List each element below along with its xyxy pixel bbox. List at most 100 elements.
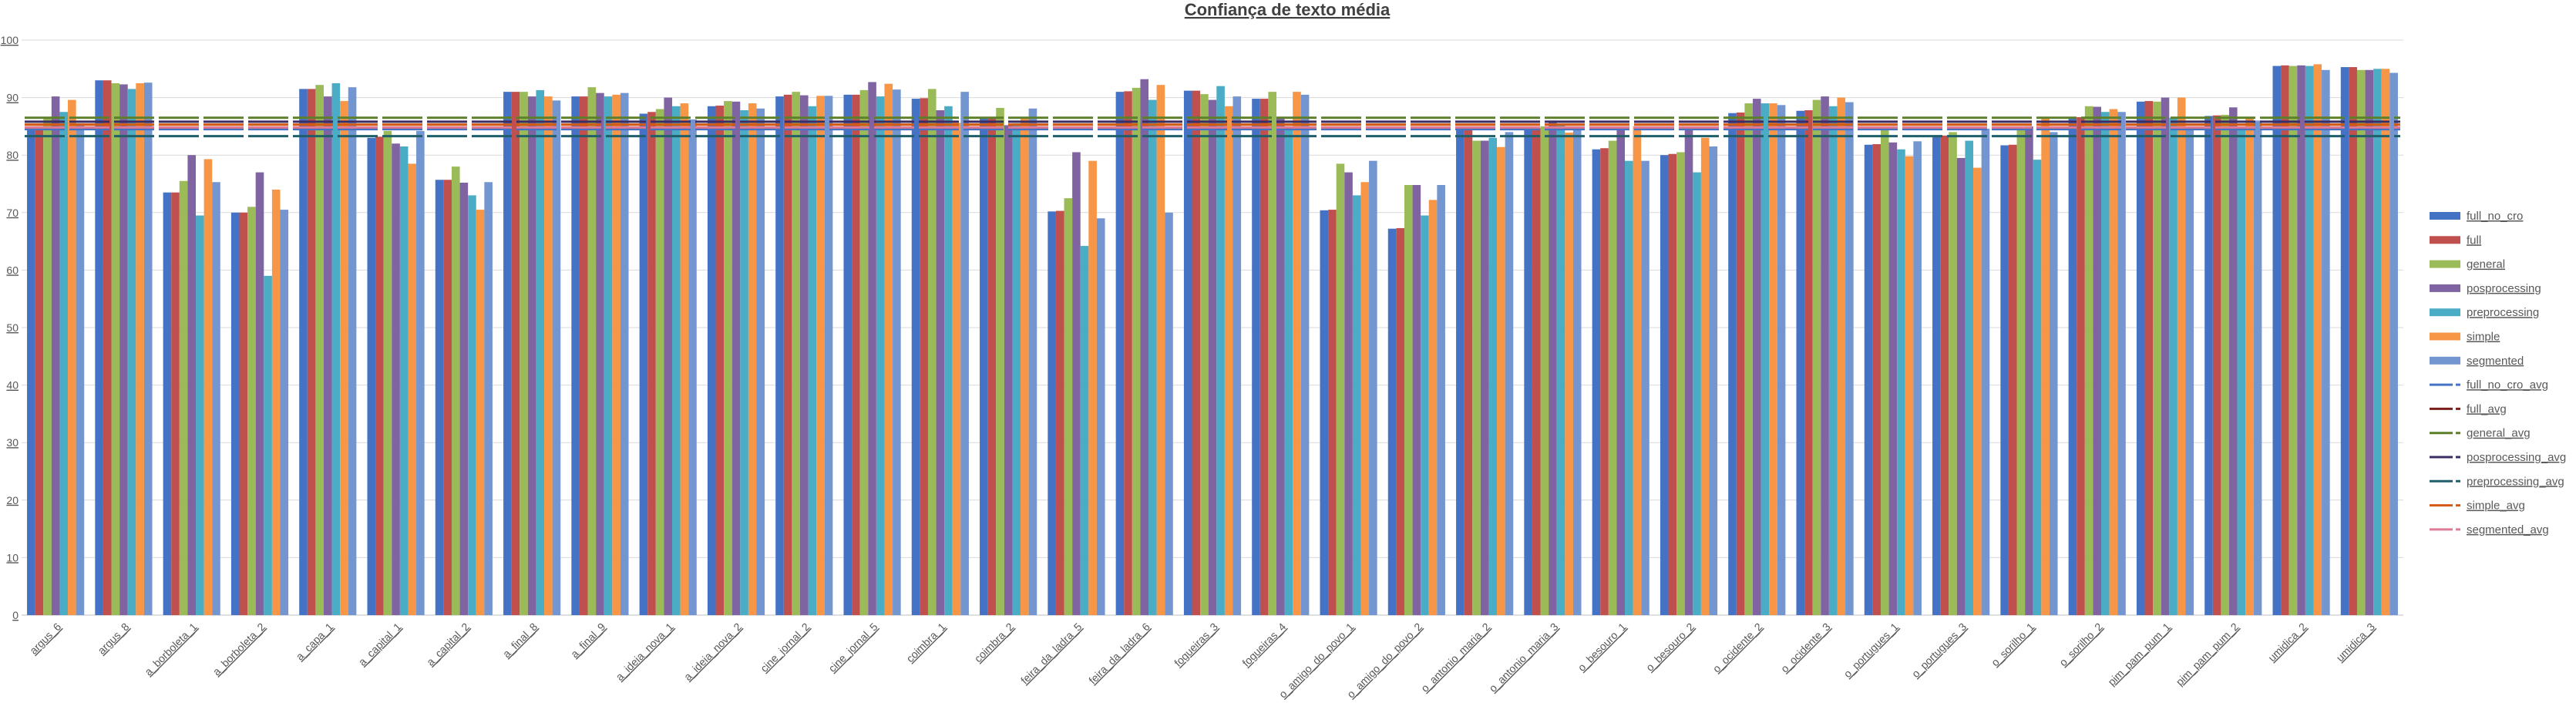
- bar-preprocessing: [2373, 69, 2382, 616]
- bar-general: [2288, 66, 2298, 615]
- x-tick-label: fogueiras_4: [1239, 621, 1288, 669]
- bar-preprocessing: [1080, 246, 1089, 615]
- bar-simple: [884, 83, 893, 616]
- bar-preprocessing: [127, 89, 136, 615]
- bar-full_no_cro: [1048, 211, 1056, 616]
- bar-posprocessing: [936, 110, 945, 616]
- x-tick-label: coimbra_2: [972, 621, 1017, 665]
- bar-posprocessing: [1956, 157, 1966, 615]
- bar-posprocessing: [731, 101, 741, 615]
- bar-general: [655, 109, 664, 615]
- bar-full_no_cro: [1864, 144, 1873, 616]
- bar-general: [792, 92, 800, 615]
- x-tick-label: o_besouro_1: [1576, 621, 1629, 674]
- bar-segmented: [212, 182, 220, 616]
- bar-preprocessing: [1693, 172, 1701, 615]
- legend-swatch-preprocessing: [2430, 308, 2460, 317]
- bar-preprocessing: [2101, 112, 2110, 615]
- bar-full_no_cro: [299, 89, 308, 615]
- bar-full_no_cro: [843, 94, 853, 616]
- bar-preprocessing: [1897, 149, 1905, 616]
- x-tick-label: cine_jornal_5: [826, 621, 879, 674]
- bar-posprocessing: [1821, 96, 1829, 615]
- bar-general: [1336, 163, 1345, 615]
- bar-full_no_cro: [2340, 67, 2349, 615]
- bar-general: [1064, 198, 1073, 615]
- bar-segmented: [1437, 184, 1445, 615]
- x-tick-label: pim_pam_pum_1: [2105, 621, 2173, 688]
- bar-simple: [1565, 133, 1573, 615]
- y-tick-label: 0: [12, 609, 18, 621]
- bar-general: [451, 166, 460, 615]
- x-tick-label: coimbra_1: [903, 621, 948, 665]
- x-tick-label: argus_8: [95, 621, 131, 657]
- x-tick-label: a_ideia_nova_1: [614, 621, 676, 683]
- bar-full_no_cro: [1320, 210, 1329, 615]
- bar-simple: [1428, 200, 1438, 615]
- bar-full: [1124, 91, 1132, 616]
- bar-general: [2153, 101, 2161, 615]
- bar-posprocessing: [1208, 99, 1217, 616]
- bar-full: [375, 136, 384, 615]
- bars: [27, 64, 2398, 616]
- bar-general: [1812, 99, 1821, 616]
- bar-full: [852, 94, 860, 616]
- bar-full: [647, 112, 656, 615]
- x-tick-label: o_ocidente_3: [1778, 621, 1833, 675]
- x-tick-label: a_final_9: [568, 621, 608, 661]
- bar-full: [1940, 135, 1949, 615]
- bar-general: [2016, 129, 2026, 615]
- bar-simple: [612, 94, 620, 616]
- legend-label-full_no_cro: full_no_cro: [2467, 210, 2523, 223]
- x-tick-label: o_antonio_maria_2: [1418, 621, 1492, 695]
- legend-swatch-posprocessing: [2430, 284, 2460, 292]
- bar-preprocessing: [2033, 160, 2042, 616]
- bar-full: [443, 180, 452, 615]
- bar-full: [2281, 65, 2289, 616]
- bar-preprocessing: [1965, 140, 1974, 616]
- bar-full_no_cro: [503, 92, 512, 615]
- bar-simple: [271, 189, 281, 615]
- bar-simple: [1088, 160, 1097, 615]
- y-tick-label: 60: [6, 264, 18, 276]
- bar-segmented: [2049, 132, 2058, 616]
- bar-segmented: [1572, 127, 1582, 616]
- bar-posprocessing: [323, 96, 332, 615]
- bar-posprocessing: [868, 82, 876, 615]
- bar-preprocessing: [808, 106, 817, 616]
- bar-general: [1268, 92, 1276, 615]
- x-tick-label: a_capa_1: [294, 621, 336, 663]
- y-tick-label: 80: [6, 149, 18, 161]
- legend-label-simple: simple: [2467, 331, 2500, 344]
- bar-full: [1055, 210, 1064, 615]
- bar-full_no_cro: [775, 96, 784, 615]
- bar-general: [1472, 140, 1481, 616]
- bar-simple: [476, 210, 485, 615]
- bar-preprocessing: [2305, 66, 2314, 615]
- y-tick-label: 30: [6, 436, 18, 449]
- bar-posprocessing: [1412, 184, 1421, 615]
- bar-simple: [2245, 117, 2254, 615]
- bar-full_no_cro: [1252, 99, 1260, 616]
- y-tick-label: 100: [1, 34, 19, 46]
- bar-simple: [1156, 85, 1165, 616]
- bar-full_no_cro: [1728, 113, 1737, 615]
- bar-simple: [1837, 97, 1846, 616]
- bar-posprocessing: [392, 143, 400, 615]
- bar-general: [2356, 69, 2366, 616]
- bar-preprocessing: [1148, 99, 1157, 616]
- bar-segmented: [416, 130, 425, 616]
- bar-preprocessing: [1284, 126, 1293, 615]
- bar-full_no_cro: [230, 212, 240, 615]
- x-tick-label: a_borboleta_1: [142, 621, 200, 678]
- bar-simple: [203, 159, 213, 615]
- bar-segmented: [1777, 105, 1786, 616]
- bar-full_no_cro: [163, 192, 172, 615]
- bar-simple: [816, 96, 825, 615]
- bar-full_no_cro: [1387, 228, 1397, 615]
- bar-simple: [1224, 106, 1233, 616]
- bar-segmented: [1369, 160, 1377, 615]
- bar-posprocessing: [2161, 97, 2170, 616]
- legend-swatch-simple: [2430, 332, 2460, 341]
